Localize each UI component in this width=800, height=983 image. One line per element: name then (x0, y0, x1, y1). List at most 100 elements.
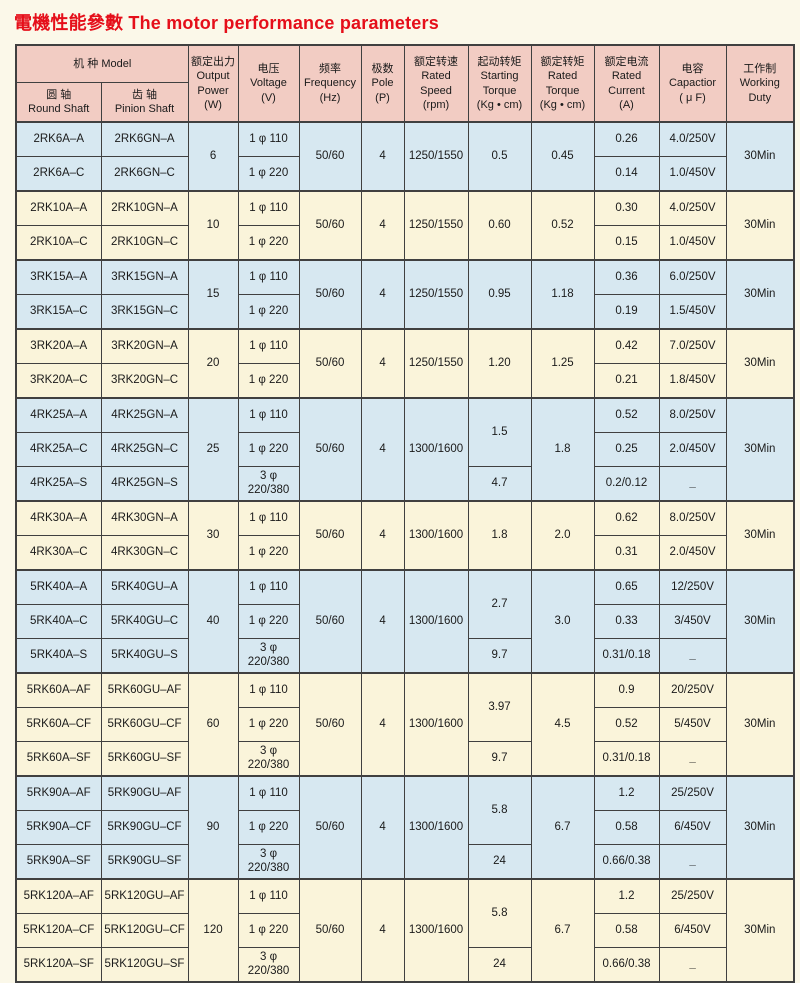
cell-voltage: 1 φ 220 (237, 294, 300, 330)
cell-capacitor: 1.0/450V (658, 225, 727, 261)
cell-rated-current: 0.42 (593, 328, 660, 364)
cell-pole: 4 (360, 569, 405, 674)
cell-capacitor: 6/450V (658, 810, 727, 845)
table-row: 2RK6A–C 2RK6GN–C 1 φ 220 0.14 1.0/450V (15, 156, 794, 192)
cell-frequency: 50/60 (298, 328, 362, 399)
cell-pole: 4 (360, 259, 405, 330)
cell-capacitor: 8.0/250V (658, 397, 727, 433)
table-row: 5RK40A–A 5RK40GU–A 40 1 φ 110 50/60 4 1300/160… (15, 569, 795, 674)
cell-rated-current: 0.58 (593, 913, 660, 948)
cell-rated-current: 0.66/0.38 (593, 947, 660, 983)
table-row: 5RK120A–CF 5RK120GU–CF 1 φ 220 0.58 6/450V (15, 913, 794, 948)
cell-voltage: 1 φ 110 (237, 121, 300, 157)
cell-working-duty: 30Min (725, 878, 795, 983)
cell-round-shaft: 3RK20A–C (15, 363, 102, 399)
cell-rated-speed: 1250/1550 (403, 190, 469, 261)
cell-voltage: 3 φ 220/380 (237, 741, 300, 777)
table-row: 2RK10A–C 2RK10GN–C 1 φ 220 0.15 1.0/450V (15, 225, 794, 261)
cell-rated-current: 1.2 (593, 878, 660, 914)
header-working-duty: 工作制 Working Duty (725, 44, 795, 123)
cell-pinion-shaft: 5RK120GU–SF (100, 947, 189, 983)
cell-capacitor: 6.0/250V (658, 259, 727, 295)
cell-voltage: 1 φ 220 (237, 363, 300, 399)
cell-rated-speed: 1300/1600 (403, 397, 469, 502)
cell-pinion-shaft: 5RK90GU–CF (100, 810, 189, 845)
cell-rated-torque: 1.25 (530, 328, 595, 399)
cell-round-shaft: 5RK40A–S (15, 638, 102, 674)
cell-rated-current: 0.62 (593, 500, 660, 536)
cell-pinion-shaft: 2RK10GN–A (100, 190, 189, 226)
cell-capacitor: 12/250V (658, 569, 727, 605)
table-row: 4RK30A–A 4RK30GN–A 30 1 φ 110 50/60 4 1300/160… (15, 500, 795, 571)
cell-pinion-shaft: 4RK25GN–C (100, 432, 189, 467)
table-row: 5RK90A–SF 5RK90GU–SF 3 φ 220/380 24 0.66/0.3… (15, 844, 794, 880)
cell-frequency: 50/60 (298, 878, 362, 983)
table-row: 5RK40A–S 5RK40GU–S 3 φ 220/380 9.7 0.31/0.18… (15, 638, 794, 674)
header-starting-torque: 起动转矩 Starting Torque (Kg • cm) (467, 44, 532, 123)
cell-starting-torque: 4.7 (467, 466, 532, 502)
page-title-en: The motor performance parameters (128, 13, 439, 33)
cell-rated-current: 0.14 (593, 156, 660, 192)
header-model: 机 种 Model (15, 44, 189, 83)
cell-rated-current: 0.31 (593, 535, 660, 571)
cell-pinion-shaft: 5RK90GU–AF (100, 775, 189, 811)
header-voltage: 电压 Voltage (V) (237, 44, 300, 123)
cell-rated-current: 0.58 (593, 810, 660, 845)
cell-rated-torque: 4.5 (530, 672, 595, 777)
cell-capacitor: 5/450V (658, 707, 727, 742)
cell-starting-torque: 0.95 (467, 259, 532, 330)
cell-pinion-shaft: 2RK10GN–C (100, 225, 189, 261)
cell-rated-speed: 1300/1600 (403, 672, 469, 777)
cell-pinion-shaft: 3RK15GN–C (100, 294, 189, 330)
table-row: 5RK90A–CF 5RK90GU–CF 1 φ 220 0.58 6/450V (15, 810, 794, 845)
cell-working-duty: 30Min (725, 328, 795, 399)
cell-starting-torque: 1.5 (467, 397, 532, 467)
cell-round-shaft: 5RK60A–AF (15, 672, 102, 708)
cell-starting-torque: 5.8 (467, 775, 532, 845)
cell-frequency: 50/60 (298, 397, 362, 502)
table-row: 5RK60A–AF 5RK60GU–AF 60 1 φ 110 50/60 4 1300/1… (15, 672, 795, 777)
cell-rated-current: 0.66/0.38 (593, 844, 660, 880)
cell-rated-torque: 6.7 (530, 775, 595, 880)
cell-rated-torque: 0.45 (530, 121, 595, 192)
cell-voltage: 1 φ 110 (237, 397, 300, 433)
cell-pinion-shaft: 5RK60GU–AF (100, 672, 189, 708)
cell-round-shaft: 5RK90A–SF (15, 844, 102, 880)
table-header: 机 种 Model 额定出力 Output Power (W) 电压 Volta… (15, 44, 795, 123)
cell-output-power: 20 (187, 328, 239, 399)
cell-rated-speed: 1300/1600 (403, 500, 469, 571)
cell-rated-speed: 1250/1550 (403, 328, 469, 399)
cell-starting-torque: 3.97 (467, 672, 532, 742)
cell-voltage: 1 φ 110 (237, 775, 300, 811)
cell-frequency: 50/60 (298, 121, 362, 192)
cell-round-shaft: 3RK15A–C (15, 294, 102, 330)
header-pinion-shaft: 齿 轴 Pinion Shaft (100, 82, 189, 123)
cell-starting-torque: 2.7 (467, 569, 532, 639)
cell-output-power: 30 (187, 500, 239, 571)
cell-round-shaft: 5RK120A–CF (15, 913, 102, 948)
table-row: 3RK20A–A 3RK20GN–A 20 1 φ 110 50/60 4 1250/155… (15, 328, 795, 399)
cell-round-shaft: 5RK40A–C (15, 604, 102, 639)
cell-pinion-shaft: 4RK25GN–A (100, 397, 189, 433)
cell-voltage: 1 φ 110 (237, 672, 300, 708)
table-row: 4RK25A–A 4RK25GN–A 25 1 φ 110 50/60 4 1300/160… (15, 397, 795, 502)
cell-pinion-shaft: 5RK40GU–A (100, 569, 189, 605)
cell-output-power: 6 (187, 121, 239, 192)
cell-rated-speed: 1250/1550 (403, 259, 469, 330)
cell-output-power: 120 (187, 878, 239, 983)
table-body: 2RK6A–A 2RK6GN–A 6 1 φ 110 50/60 4 1250/1550 0.… (15, 121, 795, 983)
cell-pole: 4 (360, 878, 405, 983)
cell-capacitor: _ (658, 466, 727, 502)
table-row: 3RK15A–A 3RK15GN–A 15 1 φ 110 50/60 4 1250/155… (15, 259, 795, 330)
cell-rated-torque: 6.7 (530, 878, 595, 983)
cell-working-duty: 30Min (725, 121, 795, 192)
table-row: 5RK90A–AF 5RK90GU–AF 90 1 φ 110 50/60 4 1300/1… (15, 775, 795, 880)
cell-round-shaft: 4RK25A–A (15, 397, 102, 433)
cell-starting-torque: 0.5 (467, 121, 532, 192)
cell-voltage: 1 φ 110 (237, 569, 300, 605)
cell-capacitor: 4.0/250V (658, 121, 727, 157)
cell-capacitor: _ (658, 741, 727, 777)
cell-voltage: 1 φ 220 (237, 156, 300, 192)
cell-pinion-shaft: 5RK40GU–C (100, 604, 189, 639)
cell-rated-current: 0.36 (593, 259, 660, 295)
